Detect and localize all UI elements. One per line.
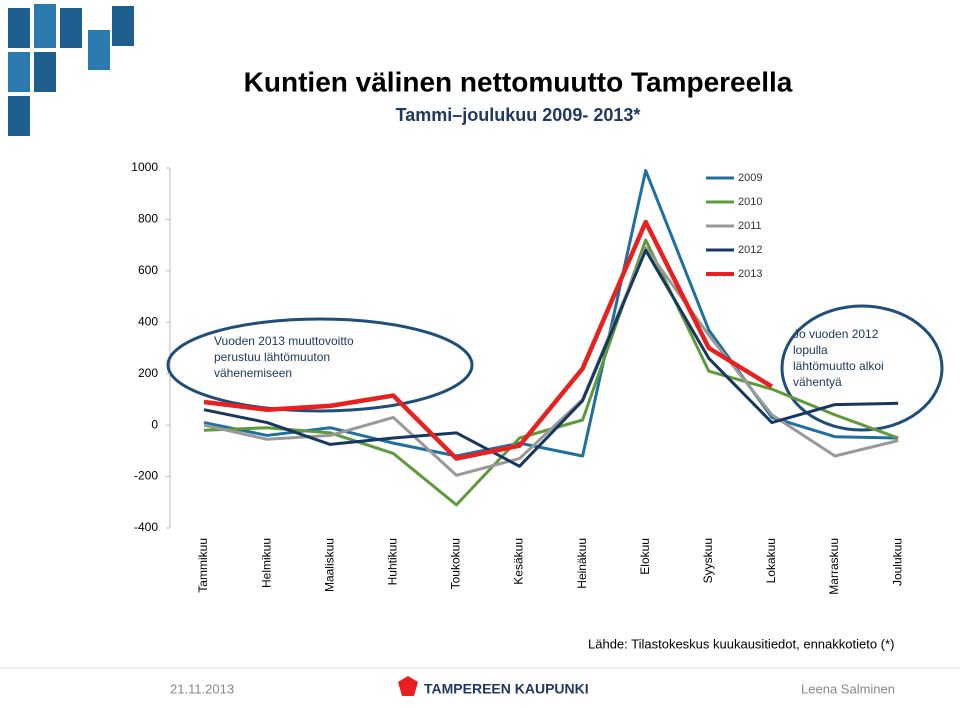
annotation-line: Vuoden 2013 muuttovoitto xyxy=(214,334,354,348)
ellipse-left xyxy=(166,317,474,413)
x-tick-label: Marraskuu xyxy=(827,538,841,595)
x-tick-label: Kesäkuu xyxy=(512,538,526,585)
legend-label: 2011 xyxy=(738,220,762,232)
x-tick-label: Heinäkuu xyxy=(575,538,589,589)
annotation-line: perustuu lähtömuuton xyxy=(214,350,330,364)
x-tick-label: Toukokuu xyxy=(449,538,463,589)
chart-title: Kuntien välinen nettomuutto Tampereella xyxy=(244,66,793,97)
legend-label: 2010 xyxy=(738,196,762,208)
x-tick-label: Helmikuu xyxy=(259,538,273,588)
series-line xyxy=(203,169,899,458)
ellipse-right xyxy=(780,304,944,432)
y-tick-label: 800 xyxy=(138,212,158,226)
series-line xyxy=(203,246,899,477)
x-tick-label: Lokakuu xyxy=(764,538,778,583)
x-tick-label: Joulukuu xyxy=(890,538,904,586)
x-tick-label: Elokuu xyxy=(638,538,652,575)
annotation-line: vähentyä xyxy=(793,375,842,389)
y-tick-label: 200 xyxy=(138,366,158,380)
annotation-line: lähtömuutto alkoi xyxy=(793,359,884,373)
y-tick-label: 600 xyxy=(138,263,158,277)
date: 21.11.2013 xyxy=(170,681,234,696)
logo-pattern xyxy=(8,4,134,136)
source: Lähde: Tilastokeskus kuukausitiedot, enn… xyxy=(588,636,894,651)
legend-label: 2012 xyxy=(738,244,762,256)
series-line xyxy=(203,248,899,468)
annotation: Vuoden 2013 muuttovoitto perustuu lähtömu… xyxy=(214,334,354,380)
author: Leena Salminen xyxy=(801,681,895,696)
x-tick-label: Tammikuu xyxy=(196,538,210,593)
logo-shield xyxy=(398,676,418,696)
annotation-line: lopulla xyxy=(793,343,828,357)
y-tick-label: 1000 xyxy=(131,160,158,174)
chart-subtitle: Tammi–joulukuu 2009- 2013* xyxy=(396,105,641,125)
x-tick-label: Syyskuu xyxy=(701,538,715,583)
y-tick-label: -200 xyxy=(134,469,158,483)
annotation: Jo vuoden 2012 lopulla lähtömuutto alkoi vä… xyxy=(793,327,884,389)
organization: TAMPEREEN KAUPUNKI xyxy=(424,681,589,697)
annotation-line: Jo vuoden 2012 xyxy=(793,327,879,341)
legend-label: 2013 xyxy=(738,268,762,280)
annotation-line: vähenemiseen xyxy=(214,366,292,380)
series-line xyxy=(203,219,774,461)
y-tick-label: 0 xyxy=(151,417,158,431)
x-tick-label: Maaliskuu xyxy=(322,538,336,592)
x-tick-label: Huhtikuu xyxy=(385,538,399,585)
y-tick-label: -400 xyxy=(134,520,158,534)
y-tick-label: 400 xyxy=(138,314,158,328)
legend-label: 2009 xyxy=(738,172,762,184)
